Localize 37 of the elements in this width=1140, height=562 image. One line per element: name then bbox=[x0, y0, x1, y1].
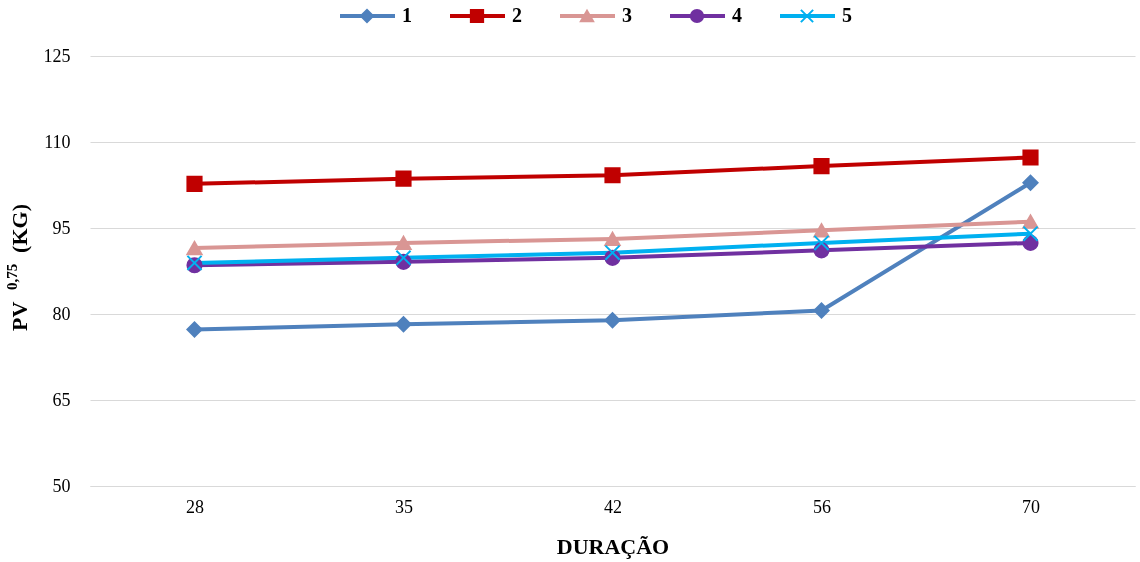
legend-label: 4 bbox=[732, 4, 742, 26]
x-tick-label: 42 bbox=[604, 496, 622, 517]
legend-label: 2 bbox=[512, 4, 522, 26]
point bbox=[1022, 214, 1039, 229]
y-tick-label: 95 bbox=[52, 217, 71, 238]
point bbox=[186, 175, 203, 192]
point bbox=[604, 244, 621, 261]
y-tick-label: 110 bbox=[44, 131, 71, 152]
point bbox=[395, 170, 412, 187]
legend-label: 3 bbox=[622, 4, 632, 26]
x-axis-title: DURAÇÃO bbox=[556, 533, 670, 559]
point bbox=[1022, 149, 1039, 166]
point bbox=[395, 249, 412, 266]
point bbox=[813, 223, 830, 238]
y-tick-label: 50 bbox=[52, 475, 71, 496]
legend-label: 1 bbox=[402, 4, 412, 26]
point bbox=[813, 302, 830, 319]
point bbox=[1022, 174, 1039, 191]
point bbox=[186, 321, 203, 338]
point bbox=[604, 167, 621, 184]
point bbox=[604, 312, 621, 329]
point bbox=[395, 316, 412, 333]
point bbox=[813, 234, 830, 251]
y-axis-title: PV 0,75 (KG) bbox=[4, 203, 32, 331]
point bbox=[813, 158, 830, 175]
x-tick-label: 28 bbox=[186, 496, 204, 517]
point bbox=[186, 240, 203, 256]
x-tick-label: 70 bbox=[1022, 496, 1040, 517]
point bbox=[1022, 225, 1039, 242]
legend-label: 5 bbox=[842, 4, 852, 26]
y-tick-label: 125 bbox=[43, 45, 71, 66]
y-tick-label: 65 bbox=[52, 389, 71, 410]
x-tick-label: 56 bbox=[813, 496, 831, 517]
y-tick-label: 80 bbox=[52, 303, 71, 324]
point bbox=[395, 235, 412, 251]
point bbox=[604, 231, 621, 247]
x-tick-label: 35 bbox=[395, 496, 413, 517]
